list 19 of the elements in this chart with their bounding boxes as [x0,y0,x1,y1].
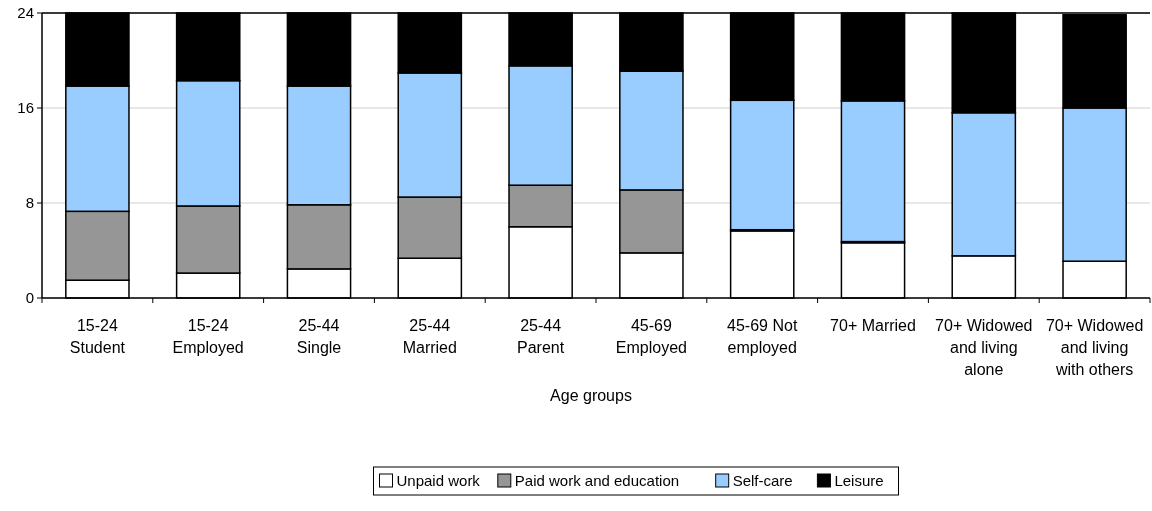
y-tick-label: 24 [17,4,34,22]
legend-label: Paid work and education [514,472,680,490]
legend-label: Self-care [732,472,793,490]
x-tick-label: 70+ Widowed and living alone [935,317,1033,378]
y-tick-label: 0 [25,289,34,307]
legend-label: Leisure [834,472,884,490]
x-tick-label: 25-44 Married [402,317,457,356]
x-tick-label: 70+ Married [830,317,916,334]
y-tick-label: 8 [25,194,34,212]
x-tick-label: 45-69 Employed [615,317,687,356]
x-tick-label: 15-24 Student [69,317,126,356]
legend-label: Unpaid work [396,472,481,490]
x-axis-title: Age groups [550,387,632,404]
x-tick-label: 25-44 Parent [517,317,565,356]
x-tick-label: 70+ Widowed and living with others [1045,317,1144,378]
x-tick-label: 15-24 Employed [172,317,244,356]
y-tick-label: 16 [17,99,34,117]
x-tick-label: 25-44 Single [296,317,342,356]
x-tick-label: 45-69 Not employed [727,317,798,356]
